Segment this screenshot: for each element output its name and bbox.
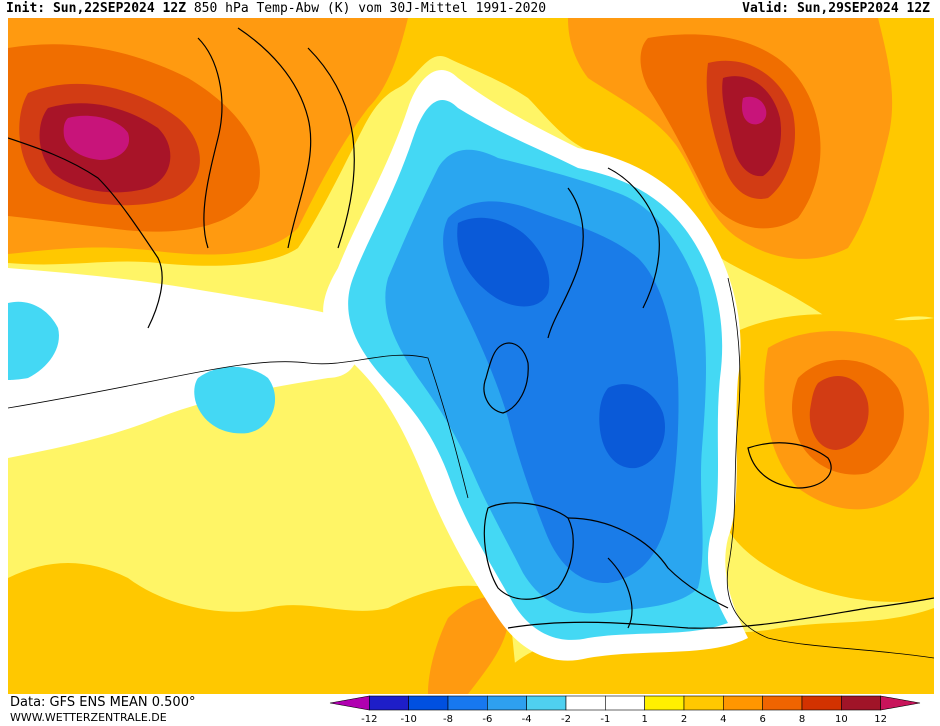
legend-swatch (329, 695, 370, 711)
legend-swatch (880, 695, 921, 711)
zero-contour-east (726, 277, 934, 659)
map-title: 850 hPa Temp-Abw (K) vom 30J-Mittel 1991… (193, 1, 547, 16)
legend-swatch (801, 695, 842, 711)
zero-contours (8, 277, 934, 659)
norway-coast (547, 187, 584, 339)
anomaly-field-p2-africa (488, 608, 934, 694)
legend-tick-label: -12 (361, 714, 378, 725)
init-label: Init: (6, 1, 46, 16)
anomaly-field-p12-siberia (742, 96, 767, 125)
legend-tick-label: 2 (680, 714, 688, 725)
anomaly-field-p12-greenland (63, 115, 130, 160)
legend-swatch (605, 695, 645, 711)
anomaly-field-p8-balkans (809, 375, 869, 450)
site-label: WWW.WETTERZENTRALE.DE (10, 711, 167, 724)
mediterranean-coast (567, 517, 729, 629)
valid-time: Sun,29SEP2024 12Z (796, 1, 930, 16)
legend-swatch (487, 695, 527, 711)
legend-tick-label: -2 (561, 714, 571, 725)
legend-tick-label: -6 (482, 714, 493, 725)
map-canvas (8, 18, 934, 694)
legend-tick-label: 1 (641, 714, 648, 725)
anomaly-field-m8 (457, 217, 550, 307)
legend-tick-label: -1 (600, 714, 611, 725)
legend-tick-label: -4 (521, 714, 532, 725)
legend-swatch (841, 695, 881, 711)
anomaly-field-m1-atlantic (8, 268, 359, 458)
legend-swatch (447, 695, 488, 711)
british-isles (483, 342, 529, 414)
legend-tick-label: 12 (874, 714, 888, 725)
anomaly-field-p4-iberia-west (428, 597, 509, 694)
init-time: Sun,22SEP2024 12Z (52, 1, 187, 16)
header-left: Init: Sun,22SEP2024 12Z 850 hPa Temp-Abw… (6, 0, 546, 18)
scandinavia-coast (607, 167, 660, 309)
legend-swatch (369, 695, 409, 711)
legend-swatch (565, 695, 606, 711)
canada-coast (8, 137, 163, 329)
legend-swatch (683, 695, 724, 711)
anomaly-map (8, 18, 934, 694)
greenland-coast (197, 27, 355, 249)
legend-swatch (723, 695, 763, 711)
anomaly-field-m2-atlantic-mid (194, 366, 276, 434)
legend-swatch (644, 695, 685, 711)
legend-tick-label: 8 (798, 714, 806, 725)
zero-contour-west (8, 354, 469, 499)
color-legend: -12 -10 -8 -6 -4 -2 -1 1 2 4 6 8 10 12 (320, 694, 934, 726)
valid-label: Valid: (742, 1, 790, 16)
blacksea-coast (747, 442, 832, 489)
legend-swatch (526, 695, 567, 711)
anomaly-field-m2-atlantic-west (8, 301, 59, 380)
legend-swatch (762, 695, 803, 711)
anomaly-field-p10-siberia (722, 76, 782, 177)
map-header: Init: Sun,22SEP2024 12Z 850 hPa Temp-Abw… (0, 0, 940, 18)
iberia-coast (483, 502, 574, 600)
header-right: Valid: Sun,29SEP2024 12Z (742, 0, 930, 18)
data-source-label: Data: GFS ENS MEAN 0.500° (10, 695, 196, 710)
anomaly-field-p2-southwest (8, 563, 518, 694)
legend-tick-label: -10 (400, 714, 417, 725)
legend-tick-label: 4 (720, 714, 727, 725)
legend-swatch (408, 695, 449, 711)
map-footer: Data: GFS ENS MEAN 0.500° WWW.WETTERZENT… (0, 694, 940, 726)
legend-tick-label: -8 (443, 714, 453, 725)
africa-coast (507, 597, 934, 629)
legend-tick-label: 10 (834, 714, 848, 725)
legend-bar (329, 695, 921, 711)
anomaly-field-m8-centraleurope (599, 384, 665, 469)
legend-tick-label: 6 (759, 714, 766, 725)
coastlines (8, 27, 934, 629)
